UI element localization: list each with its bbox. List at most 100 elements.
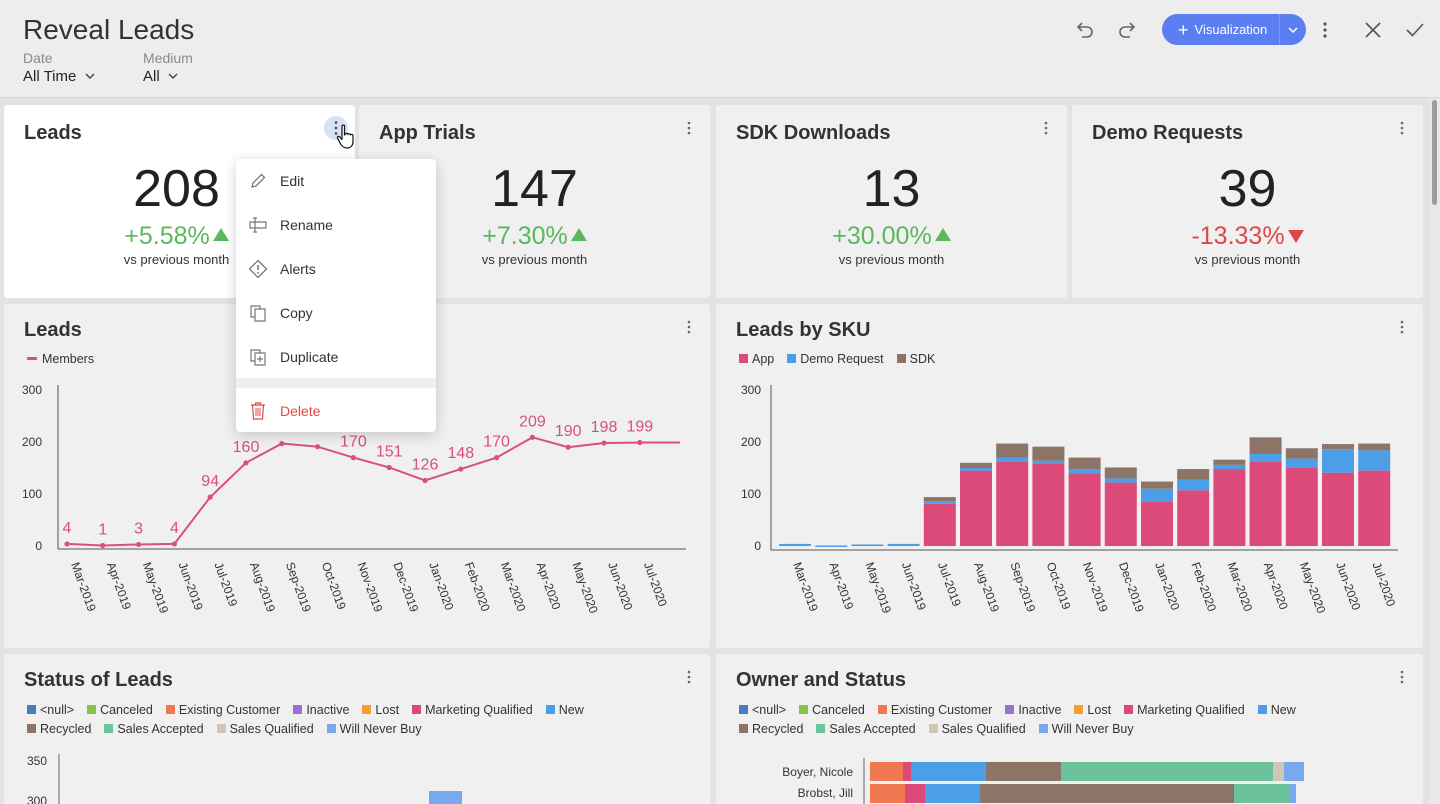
card-menu-button[interactable] (1037, 119, 1055, 137)
bar-row[interactable] (870, 762, 1304, 781)
data-point[interactable] (350, 455, 356, 461)
bar-segment-app[interactable] (1358, 470, 1391, 546)
legend-item[interactable]: Existing Customer (877, 700, 992, 719)
data-point[interactable] (422, 477, 428, 484)
bar-segment-app[interactable] (1177, 490, 1210, 546)
bar-segment-app[interactable] (1322, 472, 1354, 546)
data-point[interactable] (136, 541, 142, 548)
legend-item[interactable]: Existing Customer (165, 700, 280, 719)
bar-segment[interactable] (986, 762, 1061, 781)
bar-segment-app[interactable] (1104, 482, 1137, 546)
bar-segment[interactable] (905, 784, 925, 803)
bar-segment-app[interactable] (1032, 463, 1065, 546)
legend-item[interactable]: Will Never Buy (1038, 719, 1134, 738)
card-menu-button[interactable] (1393, 119, 1411, 137)
bar-segment-sdk[interactable] (1322, 444, 1354, 450)
bar-segment-demo-request[interactable] (923, 501, 956, 504)
legend-item[interactable]: SDK (896, 349, 935, 368)
bar-segment[interactable] (903, 762, 911, 781)
legend-item[interactable]: Lost (362, 700, 399, 719)
bar-segment-demo-request[interactable] (815, 545, 848, 547)
legend-item[interactable]: New (545, 700, 584, 719)
add-visualization-main[interactable]: + Visualization (1162, 14, 1279, 45)
menu-item-alerts[interactable]: Alerts (236, 247, 436, 291)
legend-item[interactable]: Demo Request (787, 349, 884, 368)
bar-segment-demo-request[interactable] (887, 543, 920, 546)
bar-segment-app[interactable] (1285, 468, 1318, 546)
data-point[interactable] (315, 444, 321, 450)
bar-segment-sdk[interactable] (923, 497, 956, 502)
menu-item-delete[interactable]: Delete (236, 389, 436, 433)
card-menu-button[interactable] (680, 119, 698, 137)
legend-item[interactable]: Sales Qualified (216, 719, 314, 738)
bar-segment-sdk[interactable] (1213, 459, 1246, 465)
card-menu-button[interactable] (1393, 318, 1411, 336)
confirm-button[interactable] (1401, 16, 1429, 44)
bar-segment-app[interactable] (960, 470, 992, 546)
redo-button[interactable] (1113, 16, 1141, 44)
status-of-leads-card[interactable]: Status of Leads <null> Canceled Existing C… (4, 654, 710, 804)
legend-item[interactable]: <null> (739, 700, 786, 719)
page-scrollbar[interactable] (1429, 98, 1440, 804)
bar-segment-sdk[interactable] (996, 443, 1029, 458)
data-point[interactable] (494, 455, 500, 461)
legend-item[interactable]: Sales Accepted (816, 719, 916, 738)
bar-segment-demo-request[interactable] (1322, 449, 1354, 473)
undo-button[interactable] (1071, 16, 1099, 44)
bar-segment-app[interactable] (923, 503, 956, 546)
card-menu-button[interactable] (1393, 668, 1411, 686)
legend-item[interactable]: Marketing Qualified (1124, 700, 1245, 719)
bar-segment-sdk[interactable] (1285, 448, 1318, 459)
bar-segment-app[interactable] (1068, 473, 1101, 546)
bar-segment[interactable] (1290, 784, 1296, 803)
bar-segment-sdk[interactable] (1032, 446, 1065, 461)
bar-segment-sdk[interactable] (1068, 457, 1101, 470)
bar-segment-demo-request[interactable] (1213, 464, 1246, 470)
bar-segment-app[interactable] (1213, 469, 1246, 546)
card-menu-button[interactable] (680, 668, 698, 686)
bar-segment-sdk[interactable] (1358, 443, 1391, 451)
data-point[interactable] (565, 444, 571, 450)
add-visualization-button[interactable]: + Visualization (1162, 14, 1306, 45)
data-point[interactable] (207, 494, 213, 500)
bar-segment-app[interactable] (1249, 461, 1282, 546)
bar-segment-app[interactable] (996, 461, 1029, 546)
bar-segment-demo-request[interactable] (1141, 488, 1173, 502)
data-point[interactable] (386, 464, 392, 471)
data-point[interactable] (171, 541, 177, 547)
bar-segment-sdk[interactable] (1104, 467, 1137, 479)
menu-item-duplicate[interactable]: Duplicate (236, 335, 436, 379)
bar-row[interactable] (870, 784, 1296, 803)
bar-segment[interactable] (1061, 762, 1273, 781)
bar-segment-demo-request[interactable] (779, 543, 811, 546)
bar-segment[interactable] (1273, 762, 1284, 781)
bar-segment-demo-request[interactable] (1358, 450, 1391, 471)
legend-item[interactable]: Members (27, 349, 94, 368)
bar-segment-demo-request[interactable] (1032, 460, 1065, 464)
kpi-card-sdk-downloads[interactable]: SDK Downloads 13 +30.00% vs previous mon… (716, 105, 1067, 298)
data-point[interactable] (458, 466, 464, 472)
bar-segment-demo-request[interactable] (960, 468, 992, 471)
bar-segment[interactable] (1284, 762, 1304, 781)
bar[interactable] (429, 791, 462, 804)
legend-item[interactable]: Marketing Qualified (412, 700, 533, 719)
bar-segment-demo-request[interactable] (996, 457, 1029, 462)
data-point[interactable] (279, 440, 285, 447)
bar-segment-demo-request[interactable] (1177, 479, 1210, 491)
bar-segment[interactable] (980, 784, 1234, 803)
legend-item[interactable]: Inactive (1005, 700, 1061, 719)
bar-segment-demo-request[interactable] (1068, 469, 1101, 474)
owner-and-status-card[interactable]: Owner and Status <null> Canceled Existing … (716, 654, 1423, 804)
data-point[interactable] (64, 541, 70, 547)
data-point[interactable] (637, 439, 643, 446)
legend-item[interactable]: App (739, 349, 774, 368)
data-point[interactable] (529, 434, 536, 440)
more-options-button[interactable] (1311, 16, 1339, 44)
card-menu-button[interactable] (680, 318, 698, 336)
bar-segment[interactable] (1234, 784, 1290, 803)
bar-segment-sdk[interactable] (1249, 437, 1282, 454)
bar-segment[interactable] (870, 762, 903, 781)
legend-item[interactable]: Sales Accepted (104, 719, 204, 738)
legend-item[interactable]: Recycled (27, 719, 91, 738)
bar-segment-demo-request[interactable] (851, 544, 884, 546)
